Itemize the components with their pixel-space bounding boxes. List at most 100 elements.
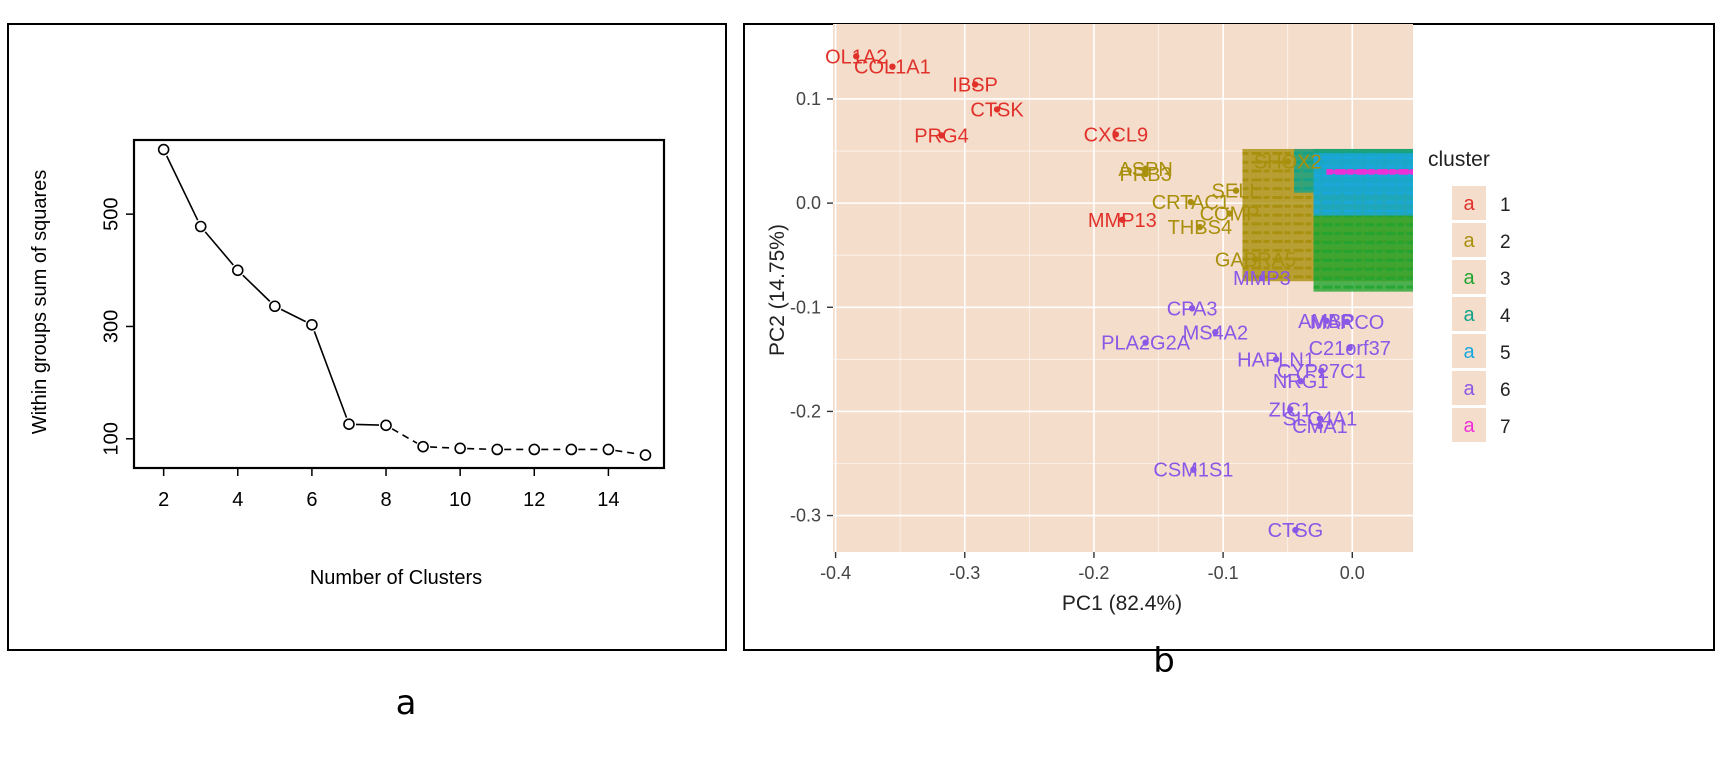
pca-point xyxy=(1292,526,1299,534)
elbow-line-segment xyxy=(430,446,454,449)
pca-point-label: HAPLN1 xyxy=(1237,349,1315,371)
pca-point-label: C21orf37 xyxy=(1309,338,1391,360)
elbow-plot-frame xyxy=(132,138,666,470)
pca-point-label: CSM1S1 xyxy=(1153,460,1233,482)
elbow-y-tick-label: 100 xyxy=(100,422,122,455)
legend-title: cluster xyxy=(1428,148,1490,171)
elbow-point xyxy=(565,443,578,456)
pca-point-label: SLC4A1 xyxy=(1283,409,1358,431)
legend-key-glyph: a xyxy=(1463,378,1475,400)
pca-point-label: ASPN xyxy=(1118,159,1172,181)
legend-entry-label: 4 xyxy=(1500,306,1511,327)
pca-point-label: CRTAC1 xyxy=(1152,192,1230,214)
elbow-point xyxy=(639,449,652,461)
pca-y-label: PC2 (14.75%) xyxy=(766,224,789,356)
legend-key-box xyxy=(1452,334,1486,368)
pca-y-tick-label: -0.1 xyxy=(790,297,821,317)
pca-point-label: ZIC1 xyxy=(1269,399,1312,421)
elbow-x-label: Number of Clusters xyxy=(310,567,482,589)
elbow-x-tick-label: 2 xyxy=(158,489,169,511)
elbow-axes: 2 4 6 8 10 12 14 100 300 500 xyxy=(100,197,619,511)
elbow-point xyxy=(231,264,244,277)
elbow-line-segment xyxy=(391,428,418,444)
pca-point xyxy=(1346,344,1353,352)
pca-point xyxy=(1297,378,1304,385)
pca-point xyxy=(1232,187,1240,194)
elbow-point xyxy=(269,300,281,313)
pca-x-tick-label: -0.3 xyxy=(949,563,980,583)
pca-point xyxy=(1142,339,1149,346)
pca-point xyxy=(1343,318,1351,326)
pca-point xyxy=(1287,406,1294,413)
legend-entry-label: 6 xyxy=(1500,380,1511,401)
pca-point xyxy=(853,53,860,60)
pca-point-label: COMP xyxy=(1200,204,1260,226)
pca-x-label: PC1 (82.4%) xyxy=(1062,592,1182,615)
pca-y-tick-label: -0.3 xyxy=(790,506,821,526)
elbow-line-segment xyxy=(280,308,306,323)
pca-point xyxy=(1323,317,1330,325)
legend-key-box xyxy=(1452,223,1486,257)
elbow-x-tick-label: 10 xyxy=(449,489,471,511)
pca-point-label: THBS4 xyxy=(1168,217,1232,239)
pca-point-label: MARCO xyxy=(1310,312,1384,334)
pca-axes: -0.4 -0.3 -0.2 -0.1 0.0 0.1 0.0 -0.1 -0.2 -0.3 xyxy=(790,89,1365,583)
pca-point xyxy=(1188,305,1196,312)
pca-point-label: CXCL9 xyxy=(1084,124,1148,146)
pca-point xyxy=(1316,422,1324,430)
pca-point xyxy=(1272,356,1280,363)
pca-point-label: MMP3 xyxy=(1233,268,1291,290)
legend-key-glyph: a xyxy=(1463,230,1475,252)
pca-point xyxy=(1226,210,1233,217)
pca-point-label: PRB3 xyxy=(1119,164,1171,186)
elbow-x-tick-label: 14 xyxy=(597,489,619,511)
legend-key-box xyxy=(1452,408,1486,442)
legend-key-box xyxy=(1452,186,1486,220)
pca-point-label: IBSP xyxy=(952,74,998,96)
elbow-line-segment xyxy=(165,155,199,221)
pca-point-label: COL1A1 xyxy=(854,57,931,79)
legend-key-glyph: a xyxy=(1463,341,1475,363)
pca-point xyxy=(971,81,979,88)
pca-point-label: PRG4 xyxy=(914,125,968,147)
legend-key-glyph: a xyxy=(1463,304,1475,326)
pca-dense-cluster-region xyxy=(1242,148,1413,292)
pca-point-label: CMA1 xyxy=(1292,416,1348,438)
pca-point xyxy=(1142,165,1149,172)
elbow-x-tick-label: 6 xyxy=(306,489,317,511)
panel-label-a: a xyxy=(396,683,417,723)
pca-point xyxy=(1212,329,1219,336)
elbow-y-label: Within groups sum of squares xyxy=(29,170,51,435)
panel-label-b: b xyxy=(1153,641,1175,681)
elbow-point xyxy=(306,318,318,331)
pca-point xyxy=(1316,415,1324,422)
pca-point-label: GABRA5 xyxy=(1215,249,1296,271)
legend-key-glyph: a xyxy=(1463,267,1475,289)
pca-point-label: CTSG xyxy=(1268,520,1324,542)
legend-entry-label: 7 xyxy=(1500,417,1511,438)
pca-point xyxy=(1187,198,1195,206)
elbow-point xyxy=(380,419,392,432)
pca-point-label: CYP27C1 xyxy=(1277,361,1366,383)
legend-entry-label: 5 xyxy=(1500,343,1511,364)
pca-point-label: AMBP xyxy=(1298,311,1355,333)
pca-point-label: SELL xyxy=(1212,181,1261,203)
pca-point xyxy=(938,132,945,139)
pca-points xyxy=(853,53,1353,534)
elbow-point xyxy=(417,440,429,453)
pca-point-label: CPA3 xyxy=(1167,298,1218,320)
legend-key-box xyxy=(1452,260,1486,294)
pca-point xyxy=(889,63,896,70)
elbow-points xyxy=(157,143,652,461)
elbow-line-segment xyxy=(313,331,348,418)
pca-point xyxy=(1142,170,1149,178)
pca-y-tick-label: 0.0 xyxy=(796,193,821,213)
elbow-x-tick-label: 4 xyxy=(232,489,243,511)
panel-a: 2 4 6 8 10 12 14 100 300 500 Number of Clusters W… xyxy=(7,23,727,723)
pca-point-label: SHOX2 xyxy=(1254,151,1322,173)
elbow-x-tick-label: 8 xyxy=(380,489,391,511)
elbow-point xyxy=(491,443,504,456)
legend-key-box xyxy=(1452,297,1486,331)
